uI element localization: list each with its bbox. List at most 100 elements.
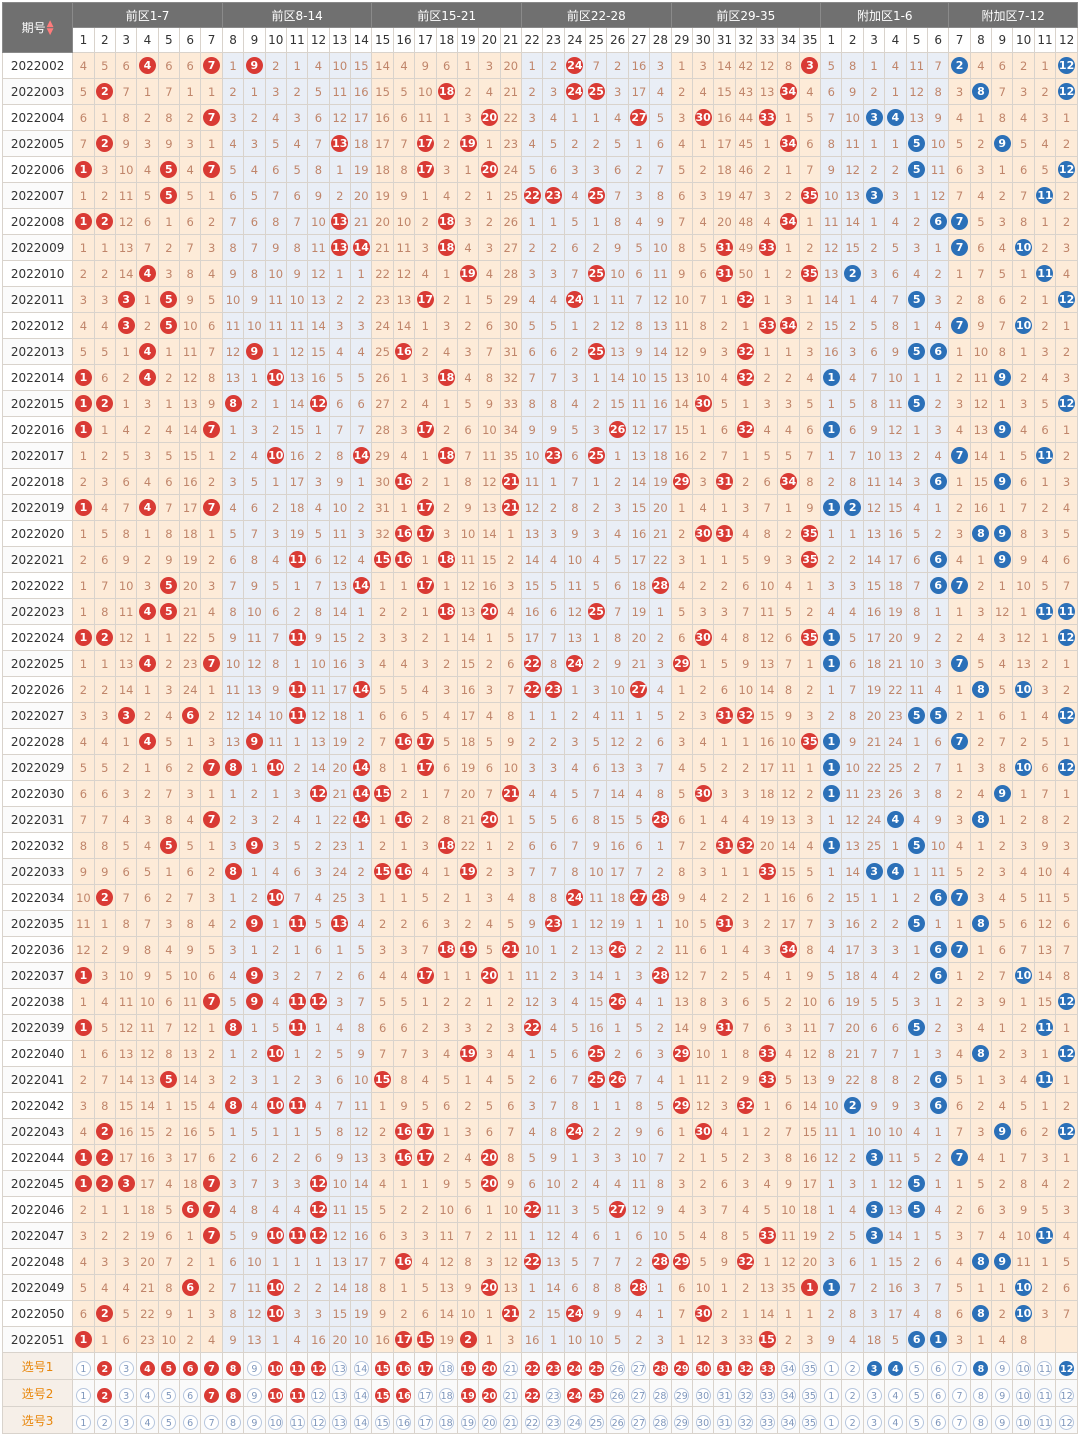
extra-number-toggle[interactable]: 12	[1059, 1387, 1075, 1403]
front-number-toggle[interactable]: 29	[674, 1414, 690, 1430]
front-number-toggle[interactable]: 24	[567, 1414, 583, 1430]
extra-number-toggle[interactable]: 9	[994, 1414, 1010, 1430]
front-number-toggle[interactable]: 25	[588, 1414, 604, 1430]
front-number-toggle[interactable]: 4	[139, 1414, 155, 1430]
front-number-toggle[interactable]: 29	[674, 1360, 690, 1376]
front-number-toggle[interactable]: 32	[738, 1360, 754, 1376]
front-number-toggle[interactable]: 34	[781, 1387, 797, 1403]
front-number-toggle[interactable]: 3	[118, 1387, 134, 1403]
front-number-toggle[interactable]: 1	[75, 1360, 91, 1376]
extra-number-toggle[interactable]: 8	[973, 1360, 989, 1376]
extra-number-toggle[interactable]: 12	[1059, 1360, 1075, 1376]
front-number-toggle[interactable]: 16	[396, 1414, 412, 1430]
extra-number-toggle[interactable]: 12	[1059, 1414, 1075, 1430]
front-number-toggle[interactable]: 7	[204, 1414, 220, 1430]
front-number-toggle[interactable]: 21	[503, 1387, 519, 1403]
front-number-toggle[interactable]: 30	[695, 1387, 711, 1403]
front-number-toggle[interactable]: 33	[759, 1387, 775, 1403]
front-number-toggle[interactable]: 24	[567, 1387, 583, 1403]
front-number-toggle[interactable]: 25	[588, 1360, 604, 1376]
extra-number-toggle[interactable]: 9	[994, 1360, 1010, 1376]
extra-number-toggle[interactable]: 9	[994, 1387, 1010, 1403]
front-number-toggle[interactable]: 22	[524, 1414, 540, 1430]
front-number-toggle[interactable]: 3	[118, 1360, 134, 1376]
front-number-toggle[interactable]: 34	[781, 1360, 797, 1376]
front-number-toggle[interactable]: 8	[225, 1414, 241, 1430]
extra-number-toggle[interactable]: 10	[1016, 1360, 1032, 1376]
front-number-toggle[interactable]: 13	[332, 1360, 348, 1376]
front-number-toggle[interactable]: 32	[738, 1414, 754, 1430]
extra-number-toggle[interactable]: 4	[887, 1414, 903, 1430]
extra-number-toggle[interactable]: 5	[909, 1414, 925, 1430]
issue-column-header[interactable]: 期号▲ ▼	[1, 2, 74, 53]
extra-number-toggle[interactable]: 3	[866, 1414, 882, 1430]
extra-number-toggle[interactable]: 11	[1037, 1414, 1053, 1430]
extra-number-toggle[interactable]: 1	[823, 1414, 839, 1430]
front-number-toggle[interactable]: 31	[716, 1387, 732, 1403]
front-number-toggle[interactable]: 6	[182, 1414, 198, 1430]
extra-number-toggle[interactable]: 4	[887, 1360, 903, 1376]
front-number-toggle[interactable]: 27	[631, 1387, 647, 1403]
extra-number-toggle[interactable]: 10	[1016, 1387, 1032, 1403]
front-number-toggle[interactable]: 17	[417, 1360, 433, 1376]
extra-number-toggle[interactable]: 1	[823, 1360, 839, 1376]
front-number-toggle[interactable]: 2	[97, 1387, 113, 1403]
front-number-toggle[interactable]: 23	[546, 1387, 562, 1403]
front-number-toggle[interactable]: 29	[674, 1387, 690, 1403]
front-number-toggle[interactable]: 13	[332, 1414, 348, 1430]
front-number-toggle[interactable]: 28	[652, 1387, 668, 1403]
front-number-toggle[interactable]: 21	[503, 1414, 519, 1430]
front-number-toggle[interactable]: 26	[610, 1387, 626, 1403]
front-number-toggle[interactable]: 23	[546, 1360, 562, 1376]
front-number-toggle[interactable]: 9	[246, 1360, 262, 1376]
front-number-toggle[interactable]: 5	[161, 1360, 177, 1376]
front-number-toggle[interactable]: 28	[652, 1360, 668, 1376]
front-number-toggle[interactable]: 31	[716, 1414, 732, 1430]
front-number-toggle[interactable]: 33	[759, 1360, 775, 1376]
front-number-toggle[interactable]: 26	[610, 1414, 626, 1430]
extra-number-toggle[interactable]: 3	[866, 1387, 882, 1403]
front-number-toggle[interactable]: 7	[204, 1387, 220, 1403]
front-number-toggle[interactable]: 33	[759, 1414, 775, 1430]
front-number-toggle[interactable]: 10	[268, 1387, 284, 1403]
extra-number-toggle[interactable]: 2	[845, 1360, 861, 1376]
front-number-toggle[interactable]: 5	[161, 1387, 177, 1403]
front-number-toggle[interactable]: 19	[460, 1360, 476, 1376]
extra-number-toggle[interactable]: 7	[952, 1360, 968, 1376]
front-number-toggle[interactable]: 4	[139, 1360, 155, 1376]
front-number-toggle[interactable]: 12	[310, 1360, 326, 1376]
extra-number-toggle[interactable]: 6	[930, 1414, 946, 1430]
front-number-toggle[interactable]: 35	[802, 1360, 818, 1376]
front-number-toggle[interactable]: 20	[481, 1414, 497, 1430]
front-number-toggle[interactable]: 11	[289, 1360, 305, 1376]
front-number-toggle[interactable]: 19	[460, 1387, 476, 1403]
extra-number-toggle[interactable]: 2	[845, 1387, 861, 1403]
front-number-toggle[interactable]: 27	[631, 1414, 647, 1430]
front-number-toggle[interactable]: 2	[97, 1360, 113, 1376]
front-number-toggle[interactable]: 18	[439, 1387, 455, 1403]
extra-number-toggle[interactable]: 7	[952, 1387, 968, 1403]
front-number-toggle[interactable]: 5	[161, 1414, 177, 1430]
front-number-toggle[interactable]: 30	[695, 1360, 711, 1376]
front-number-toggle[interactable]: 22	[524, 1360, 540, 1376]
front-number-toggle[interactable]: 13	[332, 1387, 348, 1403]
front-number-toggle[interactable]: 32	[738, 1387, 754, 1403]
front-number-toggle[interactable]: 7	[204, 1360, 220, 1376]
front-number-toggle[interactable]: 23	[546, 1414, 562, 1430]
front-number-toggle[interactable]: 1	[75, 1387, 91, 1403]
front-number-toggle[interactable]: 4	[139, 1387, 155, 1403]
extra-number-toggle[interactable]: 2	[845, 1414, 861, 1430]
front-number-toggle[interactable]: 11	[289, 1387, 305, 1403]
front-number-toggle[interactable]: 19	[460, 1414, 476, 1430]
front-number-toggle[interactable]: 35	[802, 1414, 818, 1430]
front-number-toggle[interactable]: 20	[481, 1360, 497, 1376]
front-number-toggle[interactable]: 26	[610, 1360, 626, 1376]
extra-number-toggle[interactable]: 8	[973, 1414, 989, 1430]
extra-number-toggle[interactable]: 8	[973, 1387, 989, 1403]
front-number-toggle[interactable]: 24	[567, 1360, 583, 1376]
front-number-toggle[interactable]: 16	[396, 1360, 412, 1376]
front-number-toggle[interactable]: 6	[182, 1360, 198, 1376]
front-number-toggle[interactable]: 35	[802, 1387, 818, 1403]
front-number-toggle[interactable]: 15	[375, 1387, 391, 1403]
front-number-toggle[interactable]: 28	[652, 1414, 668, 1430]
